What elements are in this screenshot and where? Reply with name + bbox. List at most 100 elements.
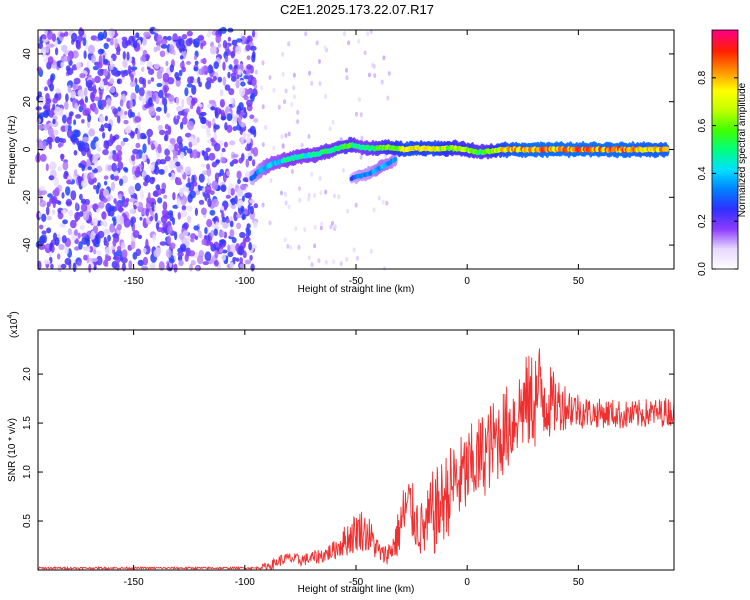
heatmap-cell: [290, 169, 294, 174]
heatmap-cell: [43, 259, 51, 265]
heatmap-cell: [324, 259, 328, 265]
heatmap-cell: [215, 159, 221, 164]
heatmap-cell: [147, 192, 151, 202]
heatmap-cell: [198, 199, 205, 205]
heatmap-cell: [229, 140, 236, 146]
heatmap-cell: [163, 104, 168, 114]
colorbar-segment: [712, 127, 738, 131]
heatmap-cell: [132, 60, 136, 67]
heatmap-cell: [122, 51, 127, 60]
heatmap-cell: [169, 64, 174, 73]
heatmap-cell: [169, 258, 175, 264]
heatmap-cell: [206, 163, 211, 170]
heatmap-cell: [194, 207, 198, 216]
heatmap-cell: [328, 126, 332, 132]
heatmap-cell: [183, 112, 188, 119]
colorbar-segment: [712, 83, 738, 87]
heatmap-cell: [181, 205, 187, 211]
heatmap-cell: [180, 210, 188, 218]
heatmap-cell: [116, 51, 121, 56]
heatmap-cell: [147, 136, 151, 146]
heatmap-cell: [164, 148, 171, 156]
heatmap-cell: [130, 131, 135, 139]
heatmap-cell: [143, 181, 148, 187]
heatmap-cell: [115, 144, 123, 152]
heatmap-cell: [231, 237, 237, 244]
heatmap-cell: [156, 82, 163, 88]
heatmap-cell: [181, 98, 185, 109]
heatmap-cell: [204, 227, 208, 235]
colorbar-segment: [712, 255, 738, 258]
colorbar-segment: [712, 89, 738, 93]
heatmap-cell: [169, 242, 176, 250]
heatmap-cell: [77, 232, 81, 239]
colorbar-segment: [712, 161, 738, 165]
heatmap-cell: [66, 67, 74, 76]
heatmap-cell: [109, 223, 116, 233]
heatmap-cell: [354, 111, 358, 117]
heatmap-cell: [117, 106, 121, 112]
heatmap-cell: [70, 90, 77, 99]
heatmap-cell: [190, 233, 197, 240]
heatmap-cell: [55, 47, 59, 56]
heatmap-cell: [207, 120, 212, 129]
heatmap-cell: [242, 239, 247, 249]
heatmap-cell: [146, 61, 153, 68]
heatmap-cell: [287, 131, 291, 137]
snr-multiplier-base: (x10: [9, 318, 20, 338]
heatmap-cell: [225, 194, 231, 199]
heatmap-cell: [117, 245, 122, 252]
heatmap-cell: [377, 195, 381, 201]
heatmap-cell: [147, 79, 151, 85]
colorbar-segment: [712, 185, 738, 188]
heatmap-cell: [159, 241, 167, 246]
heatmap-cell: [113, 198, 117, 204]
heatmap-cell: [130, 80, 136, 88]
heatmap-cell: [80, 203, 88, 213]
heatmap-cell: [345, 256, 349, 262]
heatmap-cell: [186, 205, 193, 212]
heatmap-cell: [109, 86, 116, 94]
heatmap-cell: [131, 154, 136, 162]
heatmap-cell: [49, 242, 53, 252]
heatmap-cell: [128, 185, 135, 196]
heatmap-cell: [313, 224, 317, 230]
heatmap-cell: [229, 229, 235, 238]
colorbar-segment: [712, 179, 738, 182]
heatmap-cell: [140, 46, 144, 52]
heatmap-cell: [156, 70, 163, 80]
heatmap-cell: [287, 204, 291, 210]
heatmap-cell: [92, 225, 99, 234]
heatmap-cell: [217, 43, 221, 48]
heatmap-cell: [222, 76, 227, 87]
heatmap-cell: [206, 167, 212, 177]
heatmap-cell: [188, 250, 196, 257]
heatmap-cell: [162, 221, 167, 228]
heatmap-cell: [352, 247, 356, 253]
colorbar-segment: [712, 137, 738, 141]
heatmap-cell: [119, 215, 124, 225]
heatmap-cell: [182, 230, 189, 237]
heatmap-cell: [175, 161, 181, 167]
heatmap-cell: [178, 259, 184, 267]
heatmap-cell: [329, 224, 333, 230]
heatmap-cell: [232, 153, 239, 158]
heatmap-cell: [246, 136, 251, 144]
heatmap-cell: [208, 99, 216, 105]
heatmap-cell: [272, 145, 276, 151]
heatmap-cell: [99, 80, 105, 90]
colorbar-segment: [712, 265, 738, 268]
heatmap-cell: [98, 115, 105, 123]
heatmap-cell: [142, 170, 147, 177]
heatmap-cell: [96, 61, 103, 69]
y-tick-label: 0: [22, 146, 33, 152]
heatmap-cell: [166, 235, 172, 245]
heatmap-cell: [50, 195, 58, 204]
heatmap-cell: [360, 135, 364, 141]
heatmap-cell: [70, 219, 77, 229]
x-tick-label: -50: [349, 276, 364, 287]
heatmap-cell: [95, 141, 100, 149]
heatmap-cell: [83, 254, 88, 261]
heatmap-cell: [261, 202, 265, 208]
heatmap-cell: [141, 97, 146, 106]
